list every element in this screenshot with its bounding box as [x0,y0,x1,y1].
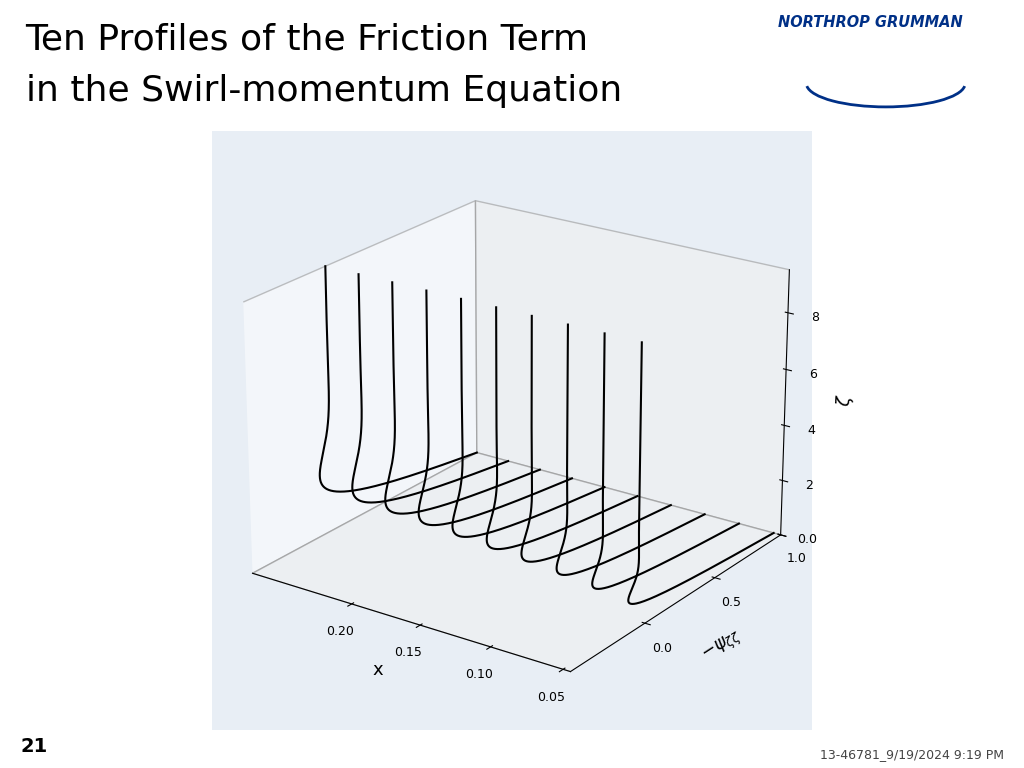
Text: in the Swirl-momentum Equation: in the Swirl-momentum Equation [26,74,622,108]
Text: 21: 21 [20,737,48,756]
Text: 13-46781_9/19/2024 9:19 PM: 13-46781_9/19/2024 9:19 PM [819,748,1004,761]
Text: NORTHROP GRUMMAN: NORTHROP GRUMMAN [778,15,963,30]
Y-axis label: $-\psi_{\zeta\zeta}$: $-\psi_{\zeta\zeta}$ [699,627,746,667]
Text: Ten Profiles of the Friction Term: Ten Profiles of the Friction Term [26,22,589,56]
X-axis label: x: x [373,661,383,680]
